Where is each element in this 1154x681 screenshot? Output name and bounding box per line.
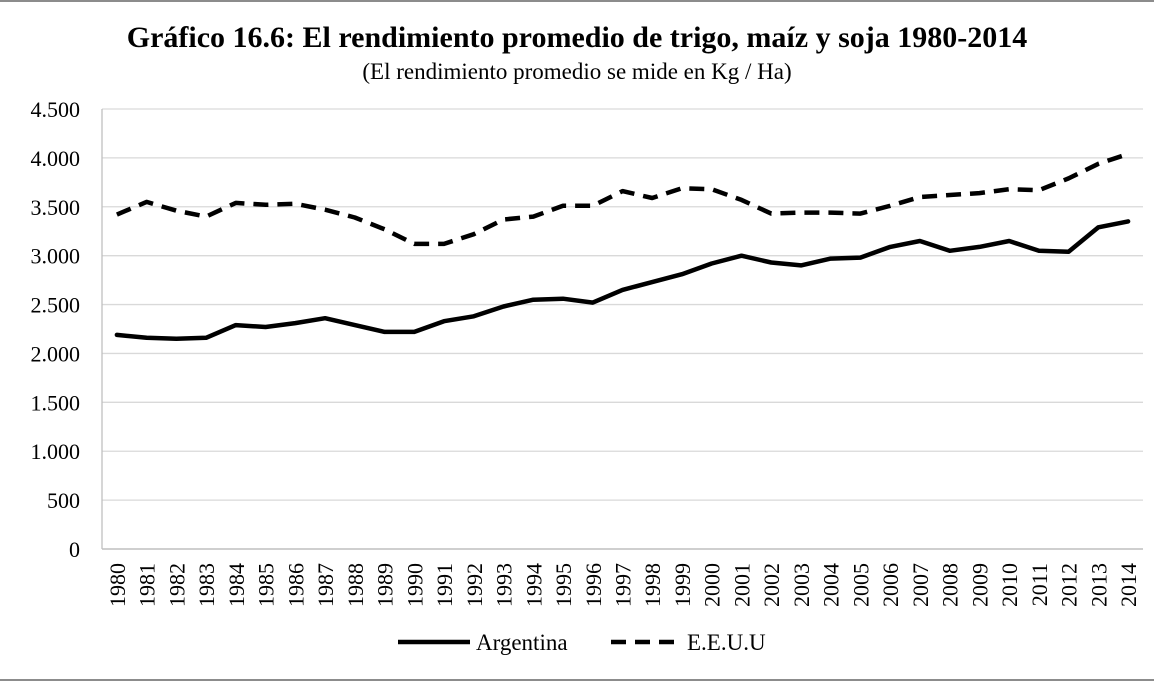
y-tick-label: 2.000 (31, 341, 81, 366)
x-tick-label: 2013 (1086, 563, 1111, 607)
chart-title: Gráfico 16.6: El rendimiento promedio de… (126, 21, 1028, 54)
series-line-0 (114, 219, 1131, 342)
y-tick-label: 0 (69, 537, 80, 562)
x-tick-label: 2007 (908, 563, 933, 607)
gridlines (101, 108, 1143, 550)
x-tick-label: 2010 (997, 563, 1022, 607)
x-tick-label: 1989 (373, 563, 398, 607)
legend-label-1: E.E.U.U (687, 630, 766, 655)
x-tick-label: 2004 (819, 563, 844, 607)
x-tick-label: 1981 (135, 563, 160, 607)
x-tick-label: 1986 (283, 563, 308, 607)
x-tick-label: 2014 (1116, 563, 1141, 607)
x-tick-label: 2005 (848, 563, 873, 607)
legend: Argentina E.E.U.U (398, 630, 766, 655)
x-tick-label: 2000 (700, 563, 725, 607)
x-tick-label: 2006 (878, 563, 903, 607)
y-axis: 0 500 1.000 1.500 2.000 2.500 3.000 3.500 4.000 4… (31, 97, 81, 562)
x-tick-label: 1990 (402, 563, 427, 607)
x-tick-label: 2003 (789, 563, 814, 607)
x-tick-label: 1983 (194, 563, 219, 607)
x-tick-label: 1993 (492, 563, 517, 607)
x-tick-label: 1982 (164, 563, 189, 607)
x-tick-label: 1988 (343, 563, 368, 607)
y-tick-label: 3.500 (31, 195, 81, 220)
x-tick-label: 1987 (313, 563, 338, 607)
x-tick-label: 1992 (462, 563, 487, 607)
y-tick-label: 4.500 (31, 97, 81, 122)
y-tick-label: 2.500 (31, 293, 81, 318)
x-tick-label: 2008 (938, 563, 963, 607)
y-tick-label: 4.000 (31, 146, 81, 171)
chart-subtitle: (El rendimiento promedio se mide en Kg /… (362, 59, 792, 84)
series-line-1 (116, 151, 1129, 247)
y-tick-label: 1.000 (31, 439, 81, 464)
y-tick-label: 1.500 (31, 390, 81, 415)
legend-label-0: Argentina (476, 630, 568, 655)
x-tick-label: 2011 (1027, 563, 1052, 606)
x-tick-label: 2009 (967, 563, 992, 607)
x-tick-label: 1997 (611, 563, 636, 607)
x-axis: 1980 1981 1982 1983 1984 1985 1986 1987 1988 1989… (105, 563, 1141, 607)
x-tick-label: 1995 (551, 563, 576, 607)
x-tick-label: 1998 (640, 563, 665, 607)
series-lines (114, 151, 1131, 342)
x-tick-label: 1991 (432, 563, 457, 607)
x-tick-label: 2012 (1057, 563, 1082, 607)
x-tick-label: 1980 (105, 563, 130, 607)
y-tick-label: 3.000 (31, 244, 81, 269)
y-tick-label: 500 (47, 488, 80, 513)
x-tick-label: 1996 (581, 563, 606, 607)
x-tick-label: 1984 (224, 563, 249, 607)
x-tick-label: 1994 (521, 563, 546, 607)
x-tick-label: 1999 (670, 563, 695, 607)
x-tick-label: 2002 (759, 563, 784, 607)
x-tick-label: 2001 (729, 563, 754, 607)
x-tick-label: 1985 (254, 563, 279, 607)
